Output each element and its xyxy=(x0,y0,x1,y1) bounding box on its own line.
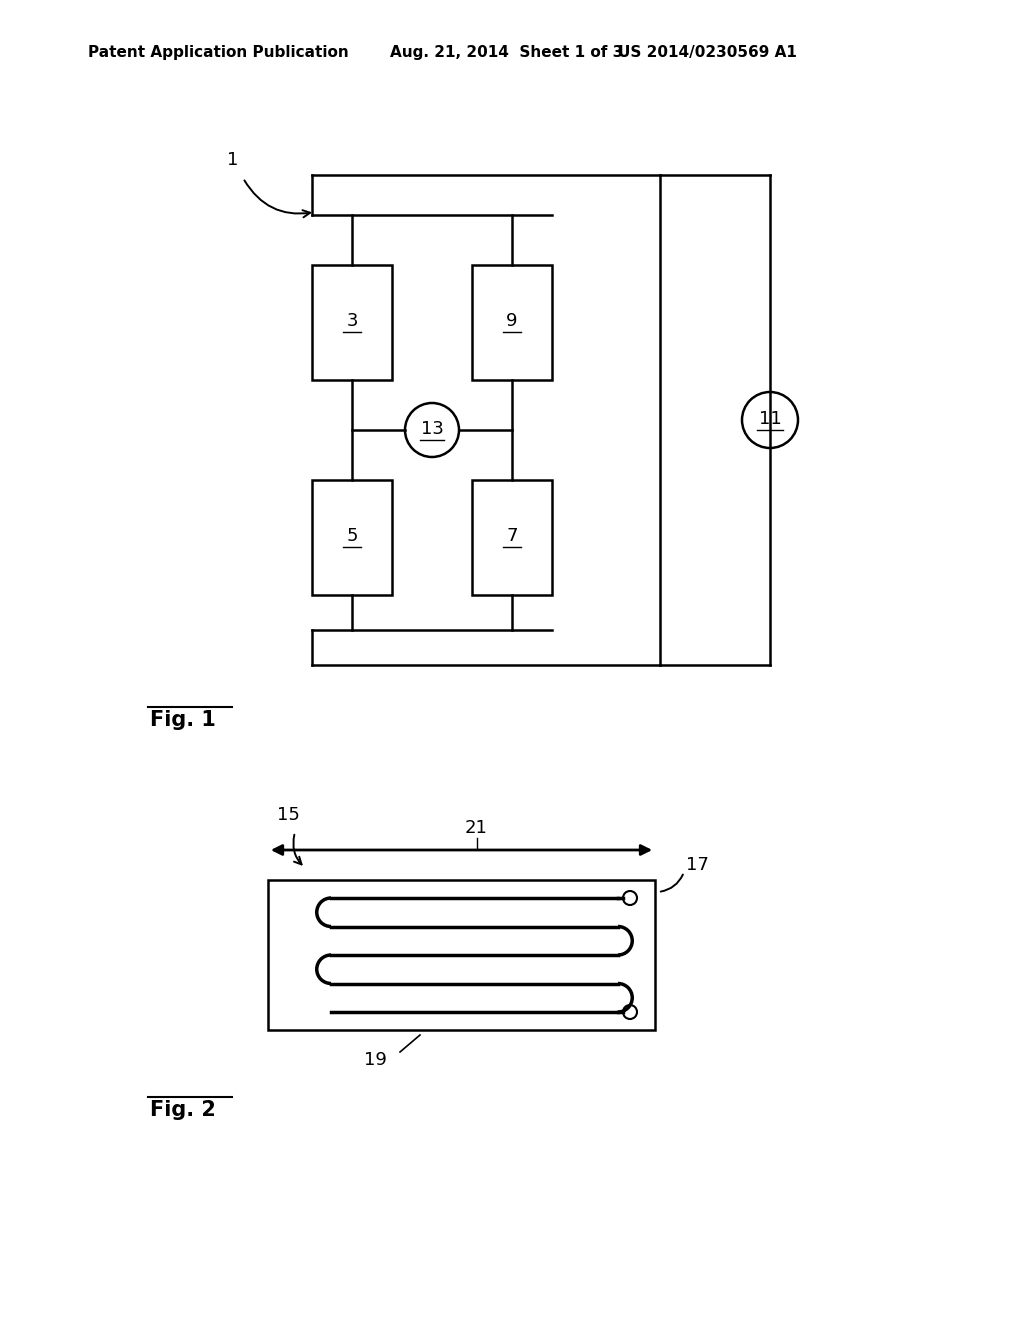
Text: US 2014/0230569 A1: US 2014/0230569 A1 xyxy=(618,45,797,59)
Text: Patent Application Publication: Patent Application Publication xyxy=(88,45,349,59)
Text: 19: 19 xyxy=(364,1051,386,1069)
FancyArrowPatch shape xyxy=(293,834,301,865)
Text: 1: 1 xyxy=(227,150,239,169)
Text: 13: 13 xyxy=(421,420,443,438)
FancyArrowPatch shape xyxy=(245,181,310,218)
Text: Fig. 2: Fig. 2 xyxy=(150,1100,216,1119)
Text: 5: 5 xyxy=(346,527,357,545)
Bar xyxy=(472,480,552,595)
Text: Aug. 21, 2014  Sheet 1 of 3: Aug. 21, 2014 Sheet 1 of 3 xyxy=(390,45,624,59)
Text: 21: 21 xyxy=(465,818,488,837)
Text: Fig. 1: Fig. 1 xyxy=(150,710,216,730)
Bar xyxy=(312,480,392,595)
Text: 15: 15 xyxy=(276,807,299,824)
Text: 17: 17 xyxy=(686,855,709,874)
Text: 11: 11 xyxy=(759,411,781,428)
Text: 9: 9 xyxy=(506,312,518,330)
Bar xyxy=(268,880,655,1030)
Bar xyxy=(312,265,392,380)
Text: 7: 7 xyxy=(506,527,518,545)
Bar xyxy=(472,265,552,380)
Text: 3: 3 xyxy=(346,312,357,330)
FancyArrowPatch shape xyxy=(660,875,683,891)
